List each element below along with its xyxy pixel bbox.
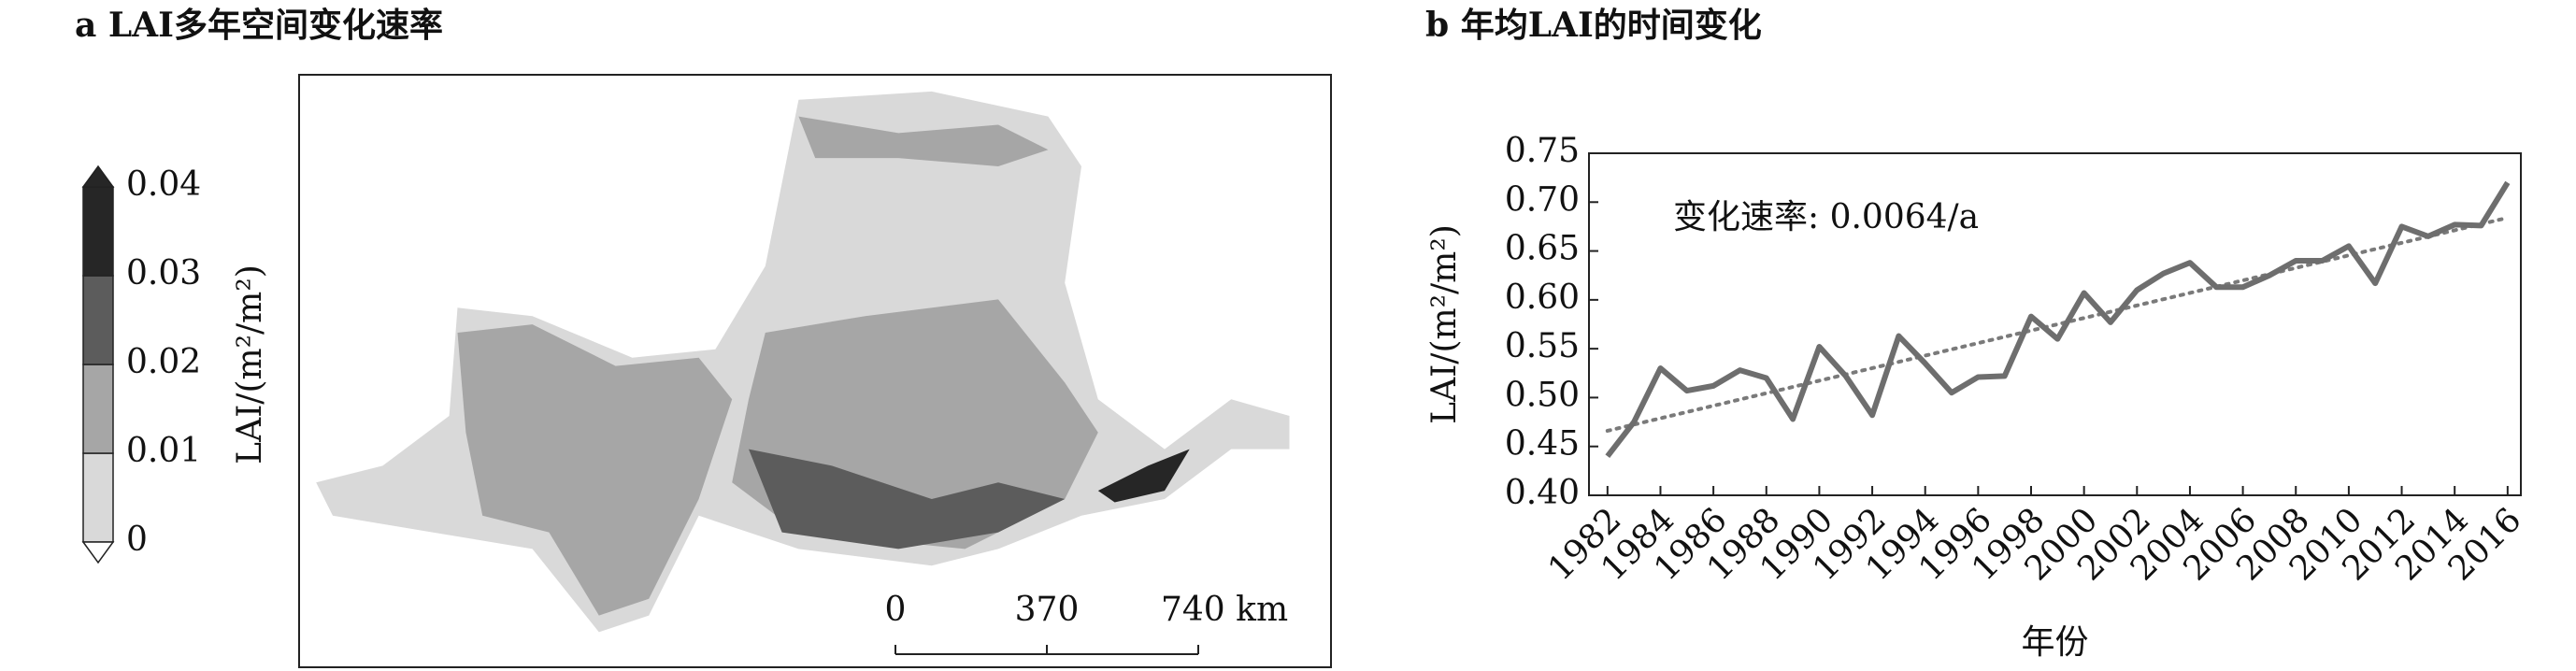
region-top: [1097, 449, 1190, 503]
colorbar-tick-label: 0.04: [126, 165, 201, 204]
map: [316, 91, 1290, 633]
colorbar-tick-label: 0.01: [126, 432, 201, 470]
colorbar-tick-label: 0.02: [126, 343, 201, 381]
scalebar-label: 740 km: [1161, 591, 1288, 629]
data-line: [1605, 180, 2511, 459]
region-mid: [457, 324, 733, 616]
region-high: [749, 449, 1066, 550]
x-axis-label: 年份: [2021, 623, 2088, 662]
colorbar-arrow-top: [81, 164, 115, 188]
y-tick-label: 0.60: [1505, 278, 1580, 317]
panel-b-title: b 年均LAI的时间变化: [1425, 6, 1762, 45]
region-mid: [798, 116, 1049, 166]
annotation: 变化速率: 0.0064/a: [1673, 198, 1979, 236]
scalebar-label: 0: [885, 591, 907, 629]
colorbar-tick-label: 0.03: [126, 254, 201, 293]
y-tick-label: 0.40: [1505, 474, 1580, 512]
colorbar-arrow-bottom: [81, 541, 115, 564]
trend-line: [1605, 216, 2510, 433]
y-tick-label: 0.45: [1505, 425, 1580, 464]
y-axis-label: LAI/(m²/m²): [1425, 224, 1464, 424]
colorbar-label: LAI/(m²/m²): [231, 264, 269, 464]
y-tick-label: 0.50: [1505, 376, 1580, 414]
plot-frame: [1588, 152, 2522, 496]
y-tick-label: 0.65: [1505, 230, 1580, 268]
scalebar-label: 370: [1015, 591, 1080, 629]
colorbar-tick-label: 0: [126, 521, 148, 559]
colorbar-segment: [82, 186, 114, 277]
colorbar-segment: [82, 275, 114, 365]
panel-a-title: a LAI多年空间变化速率: [75, 6, 443, 45]
y-tick-label: 0.70: [1505, 180, 1580, 219]
y-tick-label: 0.55: [1505, 327, 1580, 365]
y-tick-label: 0.75: [1505, 132, 1580, 170]
colorbar-segment: [82, 364, 114, 454]
colorbar-segment: [82, 452, 114, 543]
